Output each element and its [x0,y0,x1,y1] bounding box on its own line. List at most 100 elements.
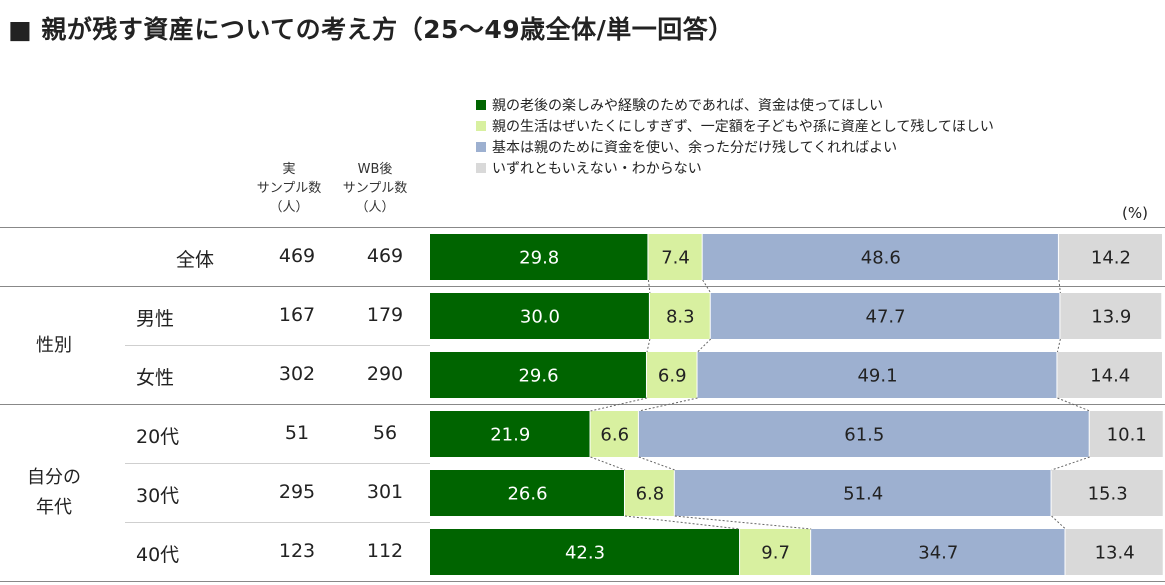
actual-sample-count: 302 [278,363,316,385]
group-label-line: 年代 [36,497,72,518]
series-connector-line [646,338,651,353]
table-rule [0,227,1165,228]
data-label: 47.7 [866,307,906,328]
bar-segment [1060,293,1162,339]
series-connector-line [638,456,675,471]
data-label: 61.5 [844,425,884,446]
unit-label: (%) [1122,204,1148,222]
series-connector-line [590,397,648,412]
column-header-line: （人） [269,200,309,215]
actual-sample-count: 167 [278,304,316,326]
series-connector-line [1051,456,1090,471]
bar-segment [638,411,1089,457]
chart-title: ■ 親が残す資産についての考え方（25〜49歳全体/単一回答） [8,15,734,44]
data-label: 14.2 [1091,248,1131,269]
legend: 親の老後の楽しみや経験のためであれば、資金は使ってほしい 親の生活はぜいたくにし… [476,94,994,178]
data-label: 13.4 [1095,543,1135,564]
series-connector-line [674,515,812,530]
data-label: 49.1 [857,366,897,387]
bar-segment [648,234,702,280]
series-connector-line [590,456,626,471]
weighted-sample-count: 179 [366,304,404,326]
data-label: 51.4 [843,484,883,505]
weighted-sample-count: 469 [366,245,404,267]
series-connector-line [647,279,651,294]
table-rule [0,581,1165,582]
table-rule [125,463,430,464]
legend-swatch-icon [476,99,486,110]
bar-segment [674,470,1051,516]
legend-swatch-icon [476,141,486,152]
group-label-gender: 性別 [14,331,94,361]
actual-sample-count: 123 [278,540,316,562]
legend-label: 親の老後の楽しみや経験のためであれば、資金は使ってほしい [492,97,884,114]
data-label: 9.7 [761,543,790,564]
bar-segment [1057,352,1162,398]
actual-sample-count: 469 [278,245,316,267]
data-label: 6.6 [600,425,629,446]
column-header-line: サンプル数 [342,181,408,196]
table-rule [0,286,1165,287]
data-label: 29.6 [518,366,558,387]
bar-segment [702,234,1058,280]
group-label-line: 性別 [36,335,72,356]
row-label-40s: 40代 [136,544,180,566]
weighted-sample-count: 112 [366,540,404,562]
data-label: 15.3 [1088,484,1128,505]
weighted-sample-count: 290 [366,363,404,385]
bar-segment [649,293,710,339]
data-label: 26.6 [507,484,547,505]
table-rule [125,522,430,523]
series-connector-line [638,397,698,412]
series-connector-line [1051,515,1066,530]
bar-segment [697,352,1057,398]
weighted-sample-count: 56 [372,422,398,444]
row-label-30s: 30代 [136,485,180,507]
series-connector-line [1058,279,1061,294]
bar-segment [811,529,1065,575]
actual-sample-count: 51 [284,422,310,444]
legend-swatch-icon [476,162,486,173]
series-connector-line [624,515,741,530]
data-label: 21.9 [490,425,530,446]
column-header-line: WB後 [357,162,393,177]
column-header-line: 実 [282,162,296,177]
actual-sample-count: 295 [278,481,316,503]
data-label: 42.3 [565,543,605,564]
data-label: 30.0 [520,307,560,328]
bar-segment [430,293,649,339]
row-label-total: 全体 [176,249,215,271]
bar-segment [710,293,1060,339]
bar-segment [430,411,590,457]
bar-segment [430,529,740,575]
column-header-line: （人） [355,200,395,215]
legend-label: 基本は親のために資金を使い、余った分だけ残してくれればよい [492,139,898,156]
data-label: 6.8 [636,484,665,505]
row-label-20s: 20代 [136,426,180,448]
legend-item: 親の老後の楽しみや経験のためであれば、資金は使ってほしい [476,94,994,115]
legend-item: いずれともいえない・わからない [476,157,994,178]
bar-segment [1089,411,1163,457]
bar-segment [740,529,811,575]
row-label-female: 女性 [136,367,175,389]
bar-segment [590,411,638,457]
data-label: 48.6 [861,248,901,269]
weighted-sample-count: 301 [366,481,404,503]
legend-swatch-icon [476,120,486,131]
column-header-line: サンプル数 [256,181,322,196]
series-connector-line [697,338,712,353]
group-label-line: 自分の [27,467,81,488]
series-connector-line [1057,397,1090,412]
bar-segment [1065,529,1163,575]
legend-item: 基本は親のために資金を使い、余った分だけ残してくれればよい [476,136,994,157]
group-label-age: 自分の 年代 [14,463,94,523]
table-rule [0,404,1165,405]
row-label-male: 男性 [136,308,175,330]
bar-segment [624,470,674,516]
data-label: 13.9 [1091,307,1131,328]
bar-segment [646,352,697,398]
series-connector-line [1056,338,1061,353]
bar-segment [430,234,648,280]
legend-label: 親の生活はぜいたくにしすぎず、一定額を子どもや孫に資産として残してほしい [492,118,994,135]
